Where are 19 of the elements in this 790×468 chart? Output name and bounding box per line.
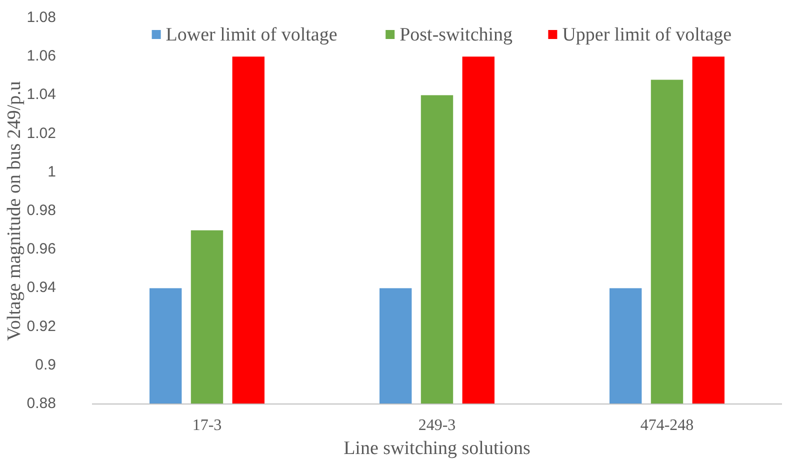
y-tick-label: 1.06 [26, 48, 56, 65]
x-tick-label: 249-3 [418, 417, 456, 434]
x-tick-label: 17-3 [192, 417, 222, 434]
y-tick-label: 0.9 [35, 356, 56, 374]
y-tick-label: 1.02 [26, 124, 56, 142]
y-tick-label: 1.08 [26, 8, 56, 26]
x-axis-title: Line switching solutions [344, 438, 530, 459]
y-tick-label: 0.94 [26, 279, 56, 296]
y-axis-title: Voltage magnitude on bus 249/p.u [4, 80, 25, 341]
y-tick-label: 0.98 [26, 202, 56, 219]
legend-label: Lower limit of voltage [166, 24, 338, 46]
y-tick-label: 1.04 [26, 86, 56, 104]
legend-label: Post-switching [400, 24, 514, 46]
y-tick-label: 0.88 [26, 394, 56, 412]
y-tick-label: 1 [48, 163, 56, 180]
y-tick-label: 0.92 [26, 318, 56, 335]
x-tick-label: 474-248 [640, 417, 694, 434]
y-tick-label: 0.96 [26, 240, 56, 258]
legend-label: Upper limit of voltage [562, 24, 732, 46]
